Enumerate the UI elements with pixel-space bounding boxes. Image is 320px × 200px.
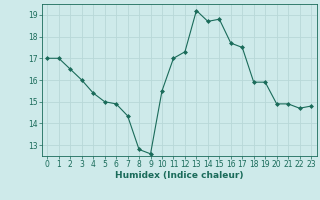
X-axis label: Humidex (Indice chaleur): Humidex (Indice chaleur): [115, 171, 244, 180]
